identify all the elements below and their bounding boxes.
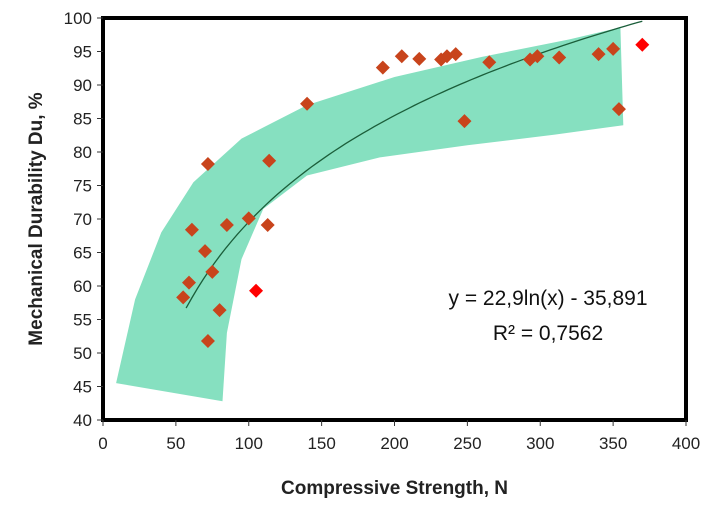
y-tick-label: 80 xyxy=(73,143,92,162)
x-tick-label: 250 xyxy=(453,434,481,453)
y-tick-label: 50 xyxy=(73,344,92,363)
x-tick-label: 100 xyxy=(235,434,263,453)
y-tick-label: 55 xyxy=(73,311,92,330)
data-point xyxy=(375,60,390,75)
y-axis-title: Mechanical Durability Du, % xyxy=(26,92,47,345)
data-point xyxy=(448,47,463,62)
data-point xyxy=(412,51,427,66)
data-point xyxy=(205,264,220,279)
data-point xyxy=(200,333,215,348)
y-tick-label: 75 xyxy=(73,177,92,196)
data-point xyxy=(176,290,191,305)
data-point xyxy=(394,49,409,64)
x-tick-label: 400 xyxy=(672,434,700,453)
y-tick-label: 45 xyxy=(73,378,92,397)
r-squared-label: R² = 0,7562 xyxy=(493,322,603,345)
data-point xyxy=(300,96,315,111)
y-tick-label: 95 xyxy=(73,43,92,62)
y-tick-label: 100 xyxy=(64,9,92,28)
data-point xyxy=(260,218,275,233)
data-point-highlight xyxy=(635,37,650,52)
data-point xyxy=(482,55,497,70)
y-tick-label: 85 xyxy=(73,110,92,129)
data-point xyxy=(530,49,545,64)
y-tick-label: 65 xyxy=(73,244,92,263)
data-point xyxy=(184,222,199,237)
x-tick-label: 300 xyxy=(526,434,554,453)
trendline-equation: y = 22,9ln(x) - 35,891 xyxy=(448,287,647,310)
data-point xyxy=(262,153,277,168)
data-point xyxy=(181,275,196,290)
data-point xyxy=(606,41,621,56)
y-tick-label: 90 xyxy=(73,76,92,95)
data-point xyxy=(611,102,626,117)
data-point xyxy=(212,303,227,318)
data-point xyxy=(200,157,215,172)
trendline xyxy=(185,20,643,309)
data-point xyxy=(591,47,606,62)
x-tick-label: 0 xyxy=(98,434,107,453)
x-axis-title: Compressive Strength, N xyxy=(281,478,508,499)
x-tick-label: 50 xyxy=(166,434,185,453)
confidence-band xyxy=(116,27,624,402)
data-point xyxy=(219,218,234,233)
data-point xyxy=(198,244,213,259)
x-tick-label: 150 xyxy=(307,434,335,453)
x-tick-label: 350 xyxy=(599,434,627,453)
data-point-highlight xyxy=(249,283,264,298)
y-tick-label: 40 xyxy=(73,411,92,430)
y-tick-label: 60 xyxy=(73,277,92,296)
y-tick-label: 70 xyxy=(73,210,92,229)
data-point xyxy=(241,211,256,226)
data-point xyxy=(457,114,472,129)
x-tick-label: 200 xyxy=(380,434,408,453)
data-point xyxy=(552,50,567,65)
